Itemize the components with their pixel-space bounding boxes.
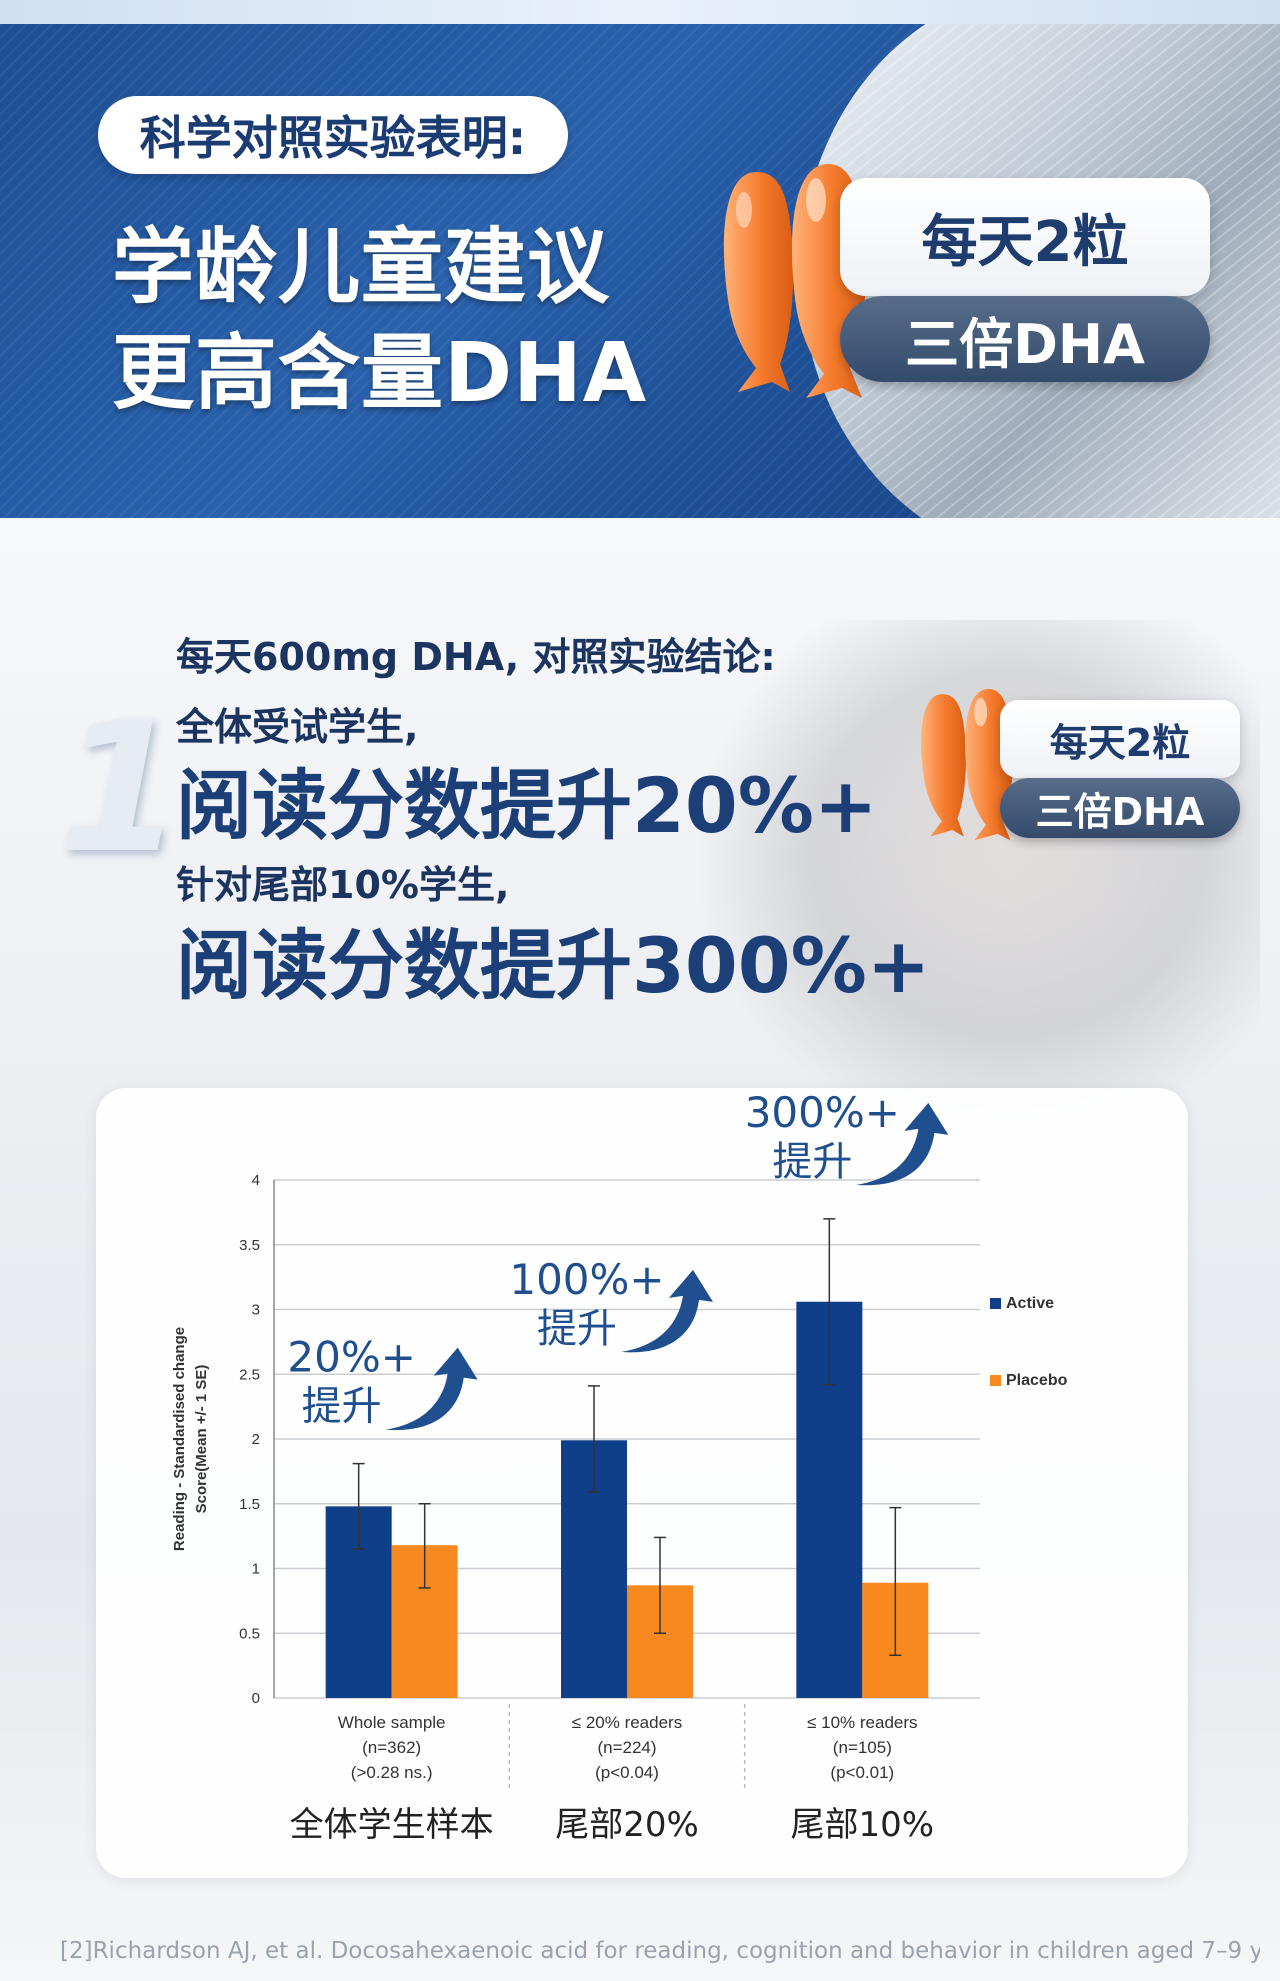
dosage-badge-small-card <box>1000 700 1240 778</box>
x-tick-label: ≤ 20% readers <box>572 1713 682 1732</box>
footnote: [2]Richardson AJ, et al. Docosahexaenoic… <box>60 1938 1260 1964</box>
section-intro: 每天600mg DHA, 对照实验结论: <box>176 635 776 679</box>
legend-label-placebo: Placebo <box>1006 1372 1068 1389</box>
growth-annotation-pct: 20%+ <box>287 1333 416 1382</box>
legend-label-active: Active <box>1006 1295 1054 1312</box>
dosage-badge-small-top: 每天2粒 <box>1049 720 1191 765</box>
section-line3: 针对尾部10%学生, <box>176 863 510 907</box>
reading-score-chart: 0 0.5 1 1.5 2 2.5 3 3.5 4 Reading - Standardised … <box>171 1088 1068 1845</box>
dosage-badge-bottom: 三倍DHA <box>840 296 1210 382</box>
legend-swatch-active <box>990 1298 1001 1309</box>
x-group-label-cn: 尾部10% <box>791 1805 935 1845</box>
top-strip <box>0 0 1280 24</box>
dosage-badge: 每天2粒 三倍DHA <box>840 178 1210 382</box>
dosage-badge-card <box>840 178 1210 296</box>
x-tick-label: (p<0.04) <box>595 1763 659 1782</box>
section-number: 1 <box>58 684 184 893</box>
y-tick-label: 0 <box>252 1690 260 1707</box>
chart-panel: 0 0.5 1 1.5 2 2.5 3 3.5 4 Reading - Standardised … <box>96 1088 1188 1878</box>
x-group-label-cn: 尾部20% <box>555 1805 699 1845</box>
y-tick-label: 2.5 <box>239 1366 260 1383</box>
dosage-badge-small: 每天2粒 三倍DHA <box>1000 700 1240 840</box>
dosage-badge-top: 每天2粒 <box>921 209 1129 275</box>
banner-pill-title: 科学对照实验表明: <box>98 96 568 174</box>
y-tick-label: 1.5 <box>239 1496 260 1513</box>
growth-annotation-word: 提升 <box>302 1384 382 1430</box>
y-axis-label-line2: Score(Mean +/- 1 SE) <box>193 1365 210 1514</box>
growth-annotation-pct: 100%+ <box>509 1255 664 1304</box>
x-group-label-cn: 全体学生样本 <box>290 1805 494 1845</box>
growth-annotation-word: 提升 <box>772 1139 852 1185</box>
section-line1: 全体受试学生, <box>176 705 419 749</box>
growth-annotation-word: 提升 <box>537 1306 617 1352</box>
y-tick-label: 4 <box>252 1172 260 1189</box>
x-tick-label: (n=362) <box>362 1738 421 1757</box>
banner-headline-line1: 学龄儿童建议 <box>112 220 611 315</box>
x-tick-label: (n=224) <box>597 1738 656 1757</box>
y-tick-label: 1 <box>252 1561 260 1578</box>
x-tick-label: (p<0.01) <box>830 1763 894 1782</box>
growth-arrow-icon <box>621 1269 713 1353</box>
y-axis-label-line1: Reading - Standardised change <box>171 1327 188 1551</box>
section-line2: 阅读分数提升20%+ <box>176 761 878 850</box>
dosage-badge-small-bottom: 三倍DHA <box>1000 778 1240 838</box>
y-tick-label: 3 <box>252 1302 260 1319</box>
y-tick-label: 3.5 <box>239 1237 260 1254</box>
y-tick-label: 0.5 <box>239 1625 260 1642</box>
growth-arrow-icon <box>856 1102 949 1186</box>
legend-swatch-placebo <box>990 1375 1001 1386</box>
banner-headline-line2: 更高含量DHA <box>112 326 648 421</box>
section-line4: 阅读分数提升300%+ <box>176 921 931 1010</box>
x-tick-label: Whole sample <box>338 1713 446 1732</box>
x-tick-label: ≤ 10% readers <box>807 1713 917 1732</box>
x-tick-label: (n=105) <box>833 1738 892 1757</box>
growth-arrow-icon <box>385 1347 478 1431</box>
y-tick-label: 2 <box>252 1431 260 1448</box>
x-tick-label: (>0.28 ns.) <box>351 1763 433 1782</box>
growth-annotation-pct: 300%+ <box>745 1088 900 1137</box>
